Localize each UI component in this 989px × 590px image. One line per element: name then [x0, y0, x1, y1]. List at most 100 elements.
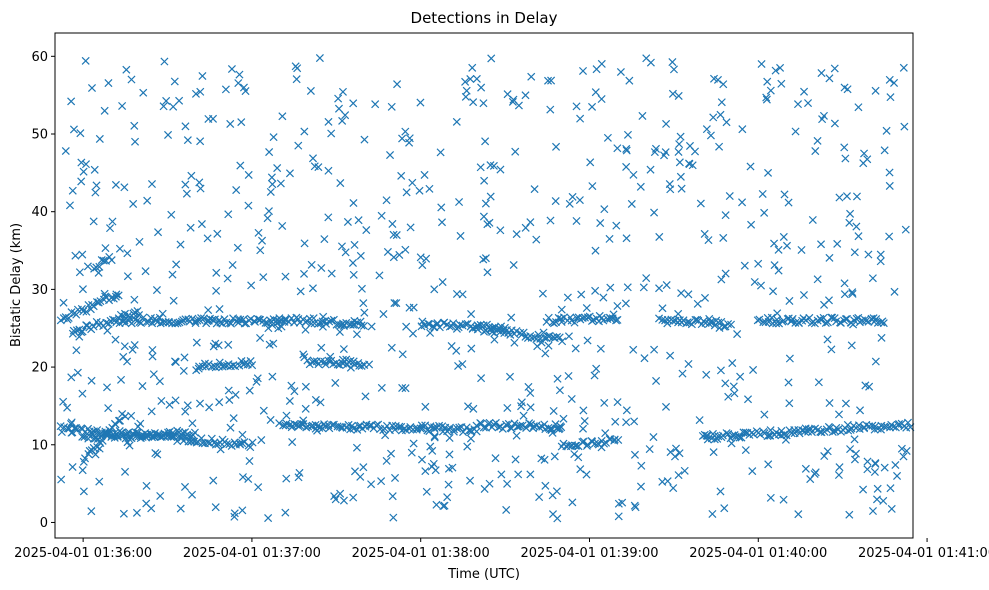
detection-point	[258, 236, 267, 245]
detection-point	[197, 434, 206, 443]
detection-point	[485, 479, 494, 488]
detection-point	[430, 424, 439, 433]
detection-point	[275, 419, 284, 428]
detection-point	[317, 263, 326, 272]
detection-point	[870, 317, 879, 326]
detection-point	[715, 142, 724, 151]
detection-point	[570, 318, 579, 327]
detection-point	[603, 133, 612, 142]
detection-point	[583, 336, 592, 345]
detection-point	[576, 465, 585, 474]
detection-point	[148, 352, 157, 361]
detection-point	[129, 199, 138, 208]
detection-point	[763, 77, 772, 86]
detection-point	[356, 251, 365, 260]
detection-point	[152, 286, 161, 295]
detection-point	[614, 512, 623, 521]
detection-point	[575, 196, 584, 205]
detection-point	[418, 317, 427, 326]
detection-point	[758, 189, 767, 198]
detection-point	[204, 306, 213, 315]
detection-point	[685, 159, 694, 168]
detection-point	[195, 399, 205, 408]
detection-point	[553, 374, 562, 383]
detection-point	[613, 144, 622, 153]
detection-point	[670, 452, 680, 461]
detection-point	[863, 457, 872, 466]
detection-point	[764, 168, 773, 177]
detection-point	[273, 164, 282, 173]
detection-point	[533, 342, 542, 351]
detection-point	[509, 260, 518, 270]
detection-point	[389, 253, 398, 262]
detection-point	[716, 487, 725, 496]
detection-point	[779, 232, 788, 241]
detection-point	[791, 318, 800, 327]
detection-point	[614, 435, 623, 444]
detection-point	[762, 93, 771, 102]
detection-point	[299, 416, 308, 425]
detection-point	[101, 292, 110, 301]
detection-point	[101, 244, 110, 253]
detection-point	[120, 183, 129, 192]
detection-point	[903, 418, 913, 427]
detection-point	[848, 289, 857, 298]
detection-point	[95, 477, 104, 486]
detection-point	[426, 442, 435, 451]
detection-point	[82, 307, 91, 316]
detection-point	[209, 342, 218, 351]
detection-point	[83, 262, 92, 271]
detection-point	[518, 421, 527, 430]
detection-point	[65, 201, 75, 210]
detection-point	[868, 507, 877, 516]
detection-point	[294, 422, 303, 431]
detection-point	[335, 327, 344, 337]
detection-point	[622, 162, 631, 171]
detection-point	[349, 270, 358, 279]
detection-point	[800, 87, 809, 96]
detection-point	[67, 419, 76, 428]
detection-point	[82, 321, 91, 330]
y-axis: 0 10 20 30 40 50 60	[31, 50, 55, 531]
detection-point	[637, 461, 646, 470]
detection-point	[505, 372, 515, 381]
detection-point	[100, 106, 109, 115]
detection-point	[521, 91, 530, 100]
detection-point	[793, 100, 803, 109]
detection-point	[724, 320, 733, 329]
detection-point	[176, 240, 185, 249]
detection-point	[276, 179, 285, 188]
detection-point	[130, 295, 139, 304]
detection-point	[135, 237, 144, 246]
detection-point	[341, 248, 350, 257]
detection-point	[390, 299, 399, 308]
detection-point	[774, 266, 783, 275]
detection-point	[677, 184, 686, 193]
detection-point	[655, 232, 664, 241]
detection-point	[708, 509, 717, 518]
detection-point	[173, 319, 182, 328]
detection-point	[361, 392, 370, 401]
detection-point	[676, 132, 685, 141]
detection-point	[880, 146, 889, 155]
detection-point	[357, 361, 366, 371]
detection-point	[801, 316, 810, 325]
detection-point	[509, 95, 518, 104]
detection-point	[225, 395, 234, 405]
detection-point	[841, 315, 850, 324]
detection-point	[78, 389, 87, 398]
detection-point	[780, 190, 789, 199]
detection-point	[196, 137, 205, 146]
detection-point	[572, 216, 581, 226]
detection-point	[354, 216, 363, 225]
detection-point	[398, 350, 407, 359]
detection-point	[191, 89, 200, 98]
plot-frame	[54, 32, 914, 539]
detection-point	[195, 178, 204, 187]
detection-point	[483, 268, 492, 277]
detection-point	[149, 370, 158, 379]
detection-point	[294, 141, 303, 150]
detection-point	[352, 443, 361, 452]
detection-point	[777, 79, 786, 88]
detection-point	[299, 350, 308, 359]
